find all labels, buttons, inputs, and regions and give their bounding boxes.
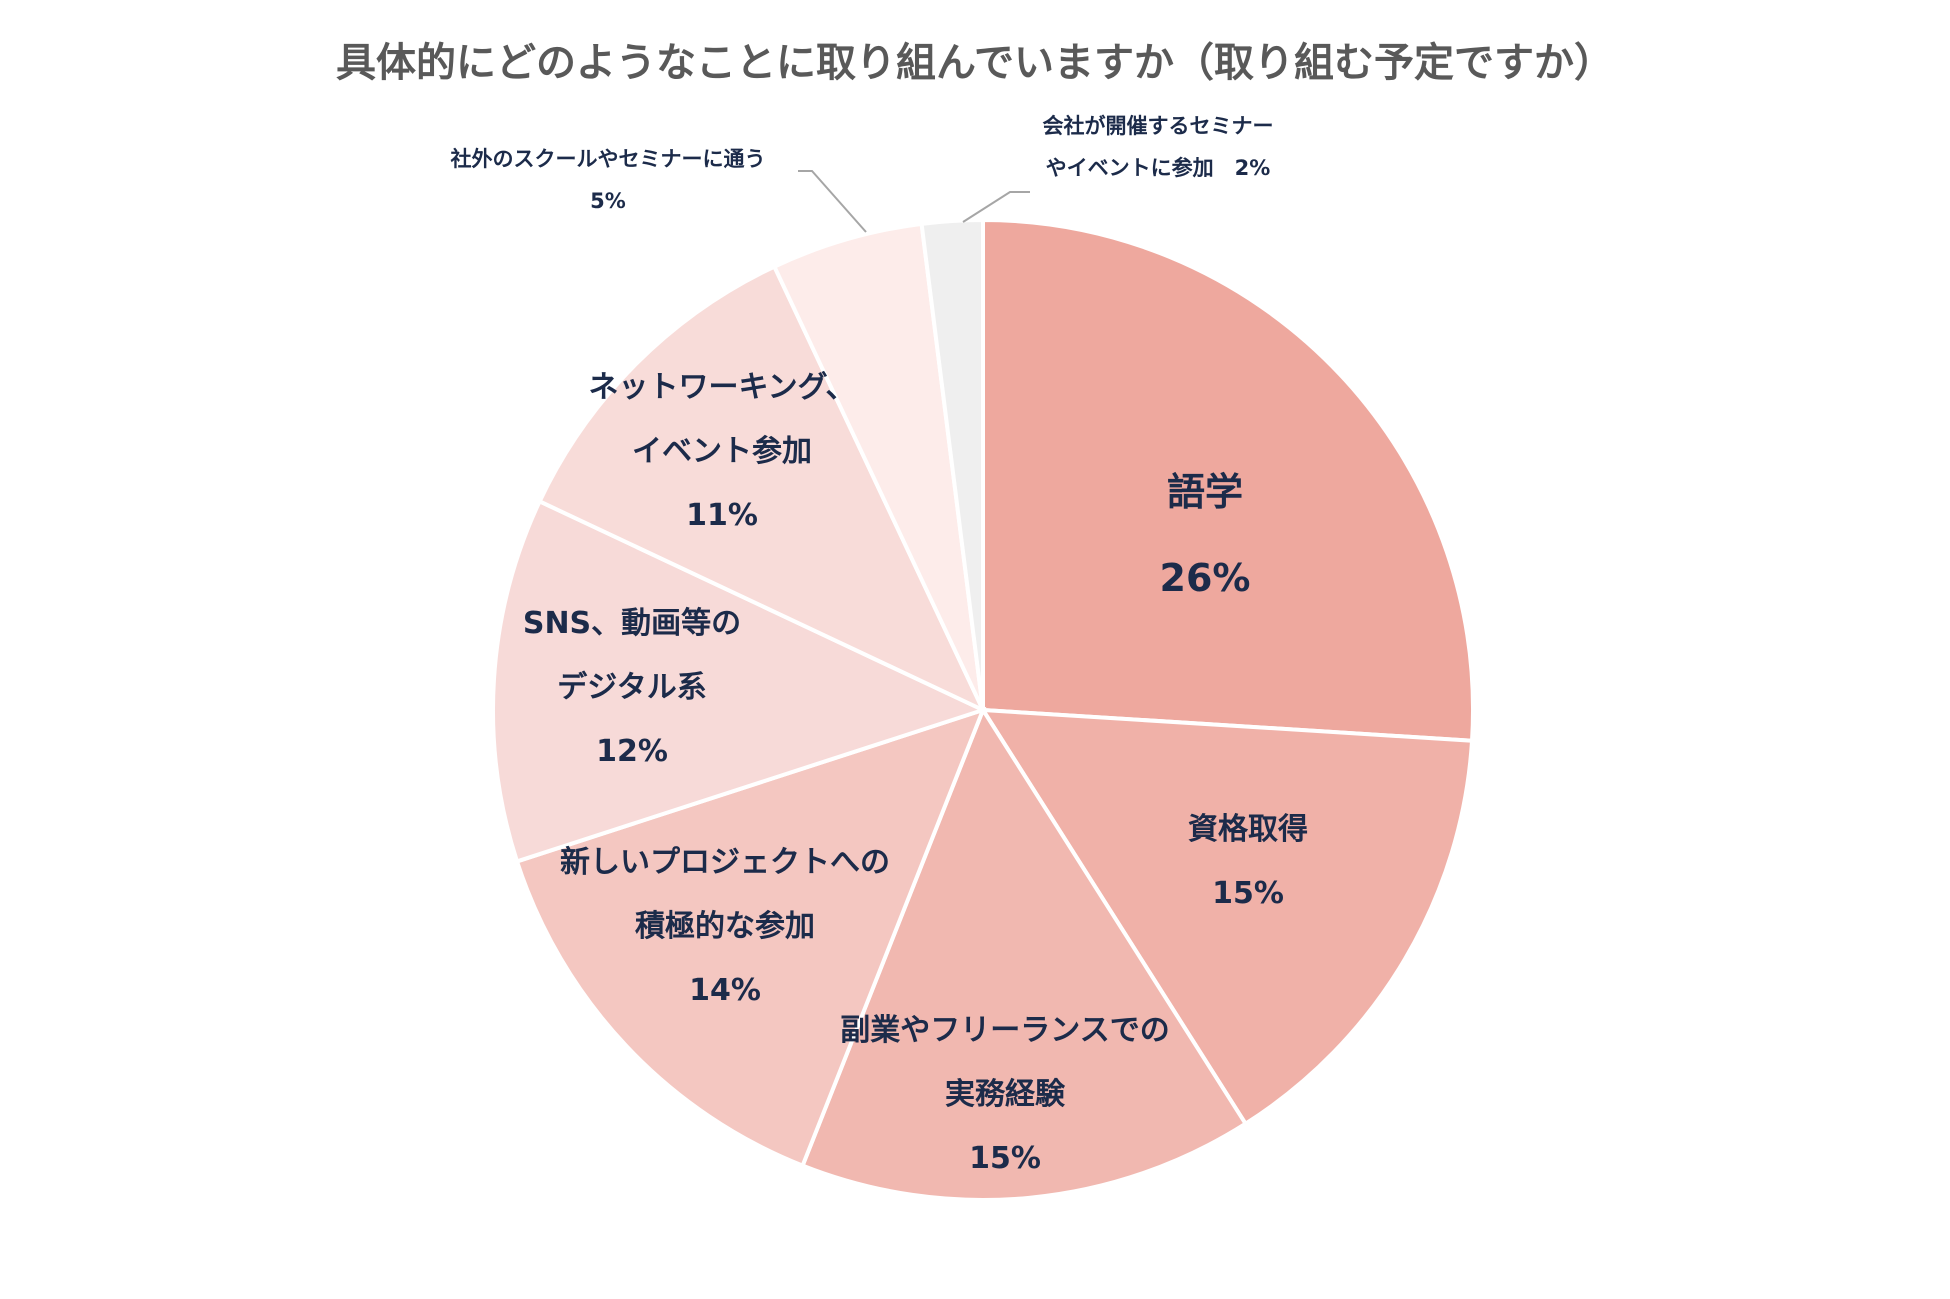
pie-slice-0 xyxy=(981,217,1475,743)
pie-slice-5 xyxy=(536,263,988,715)
leader-line-school xyxy=(798,170,867,233)
slice-label-school: 社外のスクールやセミナーに通う 5% xyxy=(451,138,766,222)
label-name-2: デジタル系 xyxy=(557,670,707,705)
label-name: 新しいプロジェクトへの xyxy=(560,845,890,880)
slice-label-gogaku: 語学 26% xyxy=(1160,449,1251,621)
slice-label-project: 新しいプロジェクトへの 積極的な参加 14% xyxy=(560,831,890,1023)
slice-label-fukugyo: 副業やフリーランスでの 実務経験 15% xyxy=(840,999,1169,1191)
label-percent: 15% xyxy=(1212,876,1284,911)
label-name: 語学 xyxy=(1166,470,1243,514)
label-name-2: 積極的な参加 xyxy=(635,909,815,944)
label-name: 社外のスクールやセミナーに通う xyxy=(450,147,766,171)
label-percent: 26% xyxy=(1159,556,1251,600)
slice-label-network: ネットワーキング、 イベント参加 11% xyxy=(589,356,856,548)
label-name: 資格取得 xyxy=(1188,812,1308,847)
chart-title: 具体的にどのようなことに取り組んでいますか（取り組む予定ですか） xyxy=(336,40,1614,86)
label-name-2: やイベントに参加 2% xyxy=(1045,156,1271,180)
pie-slice-6 xyxy=(771,221,985,711)
label-name: 副業やフリーランスでの xyxy=(840,1013,1170,1048)
slice-label-sns: SNS、動画等の デジタル系 12% xyxy=(523,592,741,784)
leader-line-company xyxy=(962,191,1030,223)
label-percent: 15% xyxy=(969,1141,1041,1176)
label-name-2: イベント参加 xyxy=(632,434,812,469)
slice-label-company: 会社が開催するセミナー やイベントに参加 2% xyxy=(1043,105,1274,189)
label-percent: 14% xyxy=(689,973,761,1008)
pie-slice-4 xyxy=(491,498,989,864)
pie-slice-7 xyxy=(919,217,985,711)
slice-label-shikaku: 資格取得 15% xyxy=(1188,798,1308,926)
label-name: 会社が開催するセミナー xyxy=(1042,114,1274,138)
pie-slice-2 xyxy=(800,705,1249,1202)
pie-slice-1 xyxy=(979,707,1475,1127)
label-name: SNS、動画等の xyxy=(522,606,742,641)
label-percent: 12% xyxy=(596,734,668,769)
label-name: ネットワーキング、 xyxy=(588,370,856,405)
label-percent: 5% xyxy=(590,189,626,213)
label-name-2: 実務経験 xyxy=(945,1077,1065,1112)
pie-slices xyxy=(491,217,1475,1202)
label-percent: 11% xyxy=(686,498,758,533)
